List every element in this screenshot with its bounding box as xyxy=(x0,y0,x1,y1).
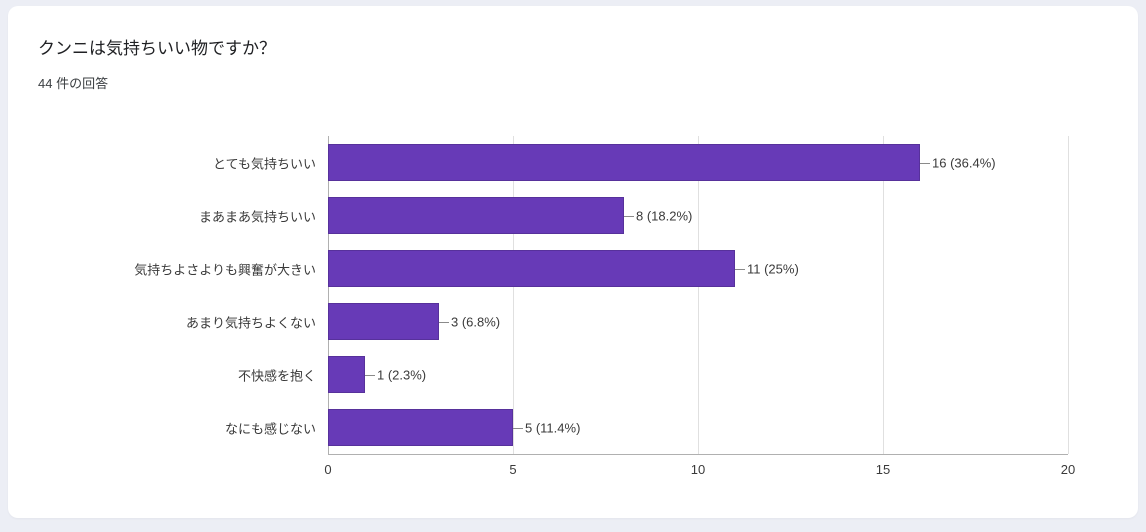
bar-chart: とても気持ちいい16 (36.4%)まあまあ気持ちいい8 (18.2%)気持ちよ… xyxy=(38,116,1108,498)
question-title: クンニは気持ちいい物ですか？ xyxy=(38,34,1108,59)
value-label: 5 (11.4%) xyxy=(525,420,580,435)
x-tick-label: 15 xyxy=(876,462,890,477)
value-label: 8 (18.2%) xyxy=(636,208,692,223)
category-label: 気持ちよさよりも興奮が大きい xyxy=(38,259,316,278)
bar xyxy=(328,144,920,181)
category-label: まあまあ気持ちいい xyxy=(38,206,316,225)
chart-row: 気持ちよさよりも興奮が大きい11 (25%) xyxy=(328,242,1068,295)
value-connector xyxy=(920,163,930,164)
category-label: あまり気持ちよくない xyxy=(38,312,316,331)
category-label: とても気持ちいい xyxy=(38,153,316,172)
chart-row: なにも感じない5 (11.4%) xyxy=(328,401,1068,454)
plot-area: とても気持ちいい16 (36.4%)まあまあ気持ちいい8 (18.2%)気持ちよ… xyxy=(328,136,1068,455)
x-tick-label: 10 xyxy=(691,462,705,477)
grid-line xyxy=(1068,136,1069,454)
value-label: 16 (36.4%) xyxy=(932,155,996,170)
x-axis: 05101520 xyxy=(328,454,1068,484)
survey-card: クンニは気持ちいい物ですか？ 44 件の回答 とても気持ちいい16 (36.4%… xyxy=(8,6,1138,518)
bar xyxy=(328,250,735,287)
bar xyxy=(328,197,624,234)
category-label: なにも感じない xyxy=(38,418,316,437)
value-connector xyxy=(513,428,523,429)
bar xyxy=(328,356,365,393)
value-label: 3 (6.8%) xyxy=(451,314,500,329)
bar xyxy=(328,409,513,446)
x-tick-label: 20 xyxy=(1061,462,1075,477)
x-tick-label: 5 xyxy=(509,462,516,477)
chart-row: あまり気持ちよくない3 (6.8%) xyxy=(328,295,1068,348)
value-label: 1 (2.3%) xyxy=(377,367,426,382)
chart-row: 不快感を抱く1 (2.3%) xyxy=(328,348,1068,401)
bar xyxy=(328,303,439,340)
value-connector xyxy=(624,216,634,217)
chart-row: まあまあ気持ちいい8 (18.2%) xyxy=(328,189,1068,242)
response-count: 44 件の回答 xyxy=(38,73,1108,92)
value-connector xyxy=(365,375,375,376)
x-tick-label: 0 xyxy=(324,462,331,477)
chart-row: とても気持ちいい16 (36.4%) xyxy=(328,136,1068,189)
value-connector xyxy=(439,322,449,323)
category-label: 不快感を抱く xyxy=(38,365,316,384)
value-connector xyxy=(735,269,745,270)
value-label: 11 (25%) xyxy=(747,261,799,276)
